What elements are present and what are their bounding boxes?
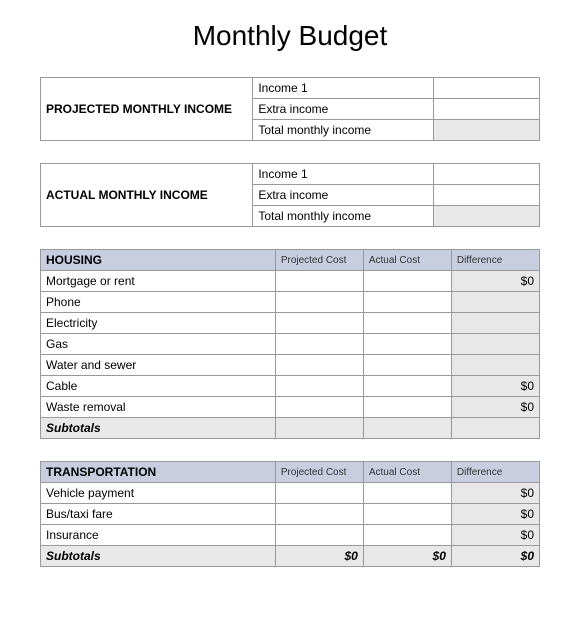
projected-cost[interactable] xyxy=(275,397,363,418)
col-header-projected: Projected Cost xyxy=(275,250,363,271)
item-label: Electricity xyxy=(41,313,276,334)
difference: $0 xyxy=(451,504,539,525)
projected-cost[interactable] xyxy=(275,483,363,504)
projected-cost[interactable] xyxy=(275,355,363,376)
subtotal-diff: $0 xyxy=(451,546,539,567)
table-row: Vehicle payment $0 xyxy=(41,483,540,504)
difference xyxy=(451,334,539,355)
transportation-table: TRANSPORTATION Projected Cost Actual Cos… xyxy=(40,461,540,567)
table-row: Phone xyxy=(41,292,540,313)
subtotal-proj xyxy=(275,418,363,439)
page-title: Monthly Budget xyxy=(40,20,540,52)
table-row: Gas xyxy=(41,334,540,355)
difference: $0 xyxy=(451,483,539,504)
income-row-label: Total monthly income xyxy=(253,120,433,141)
actual-cost[interactable] xyxy=(363,355,451,376)
actual-income-label: ACTUAL MONTHLY INCOME xyxy=(41,164,253,227)
actual-cost[interactable] xyxy=(363,334,451,355)
difference: $0 xyxy=(451,397,539,418)
difference: $0 xyxy=(451,525,539,546)
housing-table: HOUSING Projected Cost Actual Cost Diffe… xyxy=(40,249,540,439)
projected-cost[interactable] xyxy=(275,271,363,292)
actual-income-table: ACTUAL MONTHLY INCOME Income 1 Extra inc… xyxy=(40,163,540,227)
col-header-actual: Actual Cost xyxy=(363,250,451,271)
projected-cost[interactable] xyxy=(275,334,363,355)
difference xyxy=(451,313,539,334)
col-header-difference: Difference xyxy=(451,250,539,271)
projected-income-table: PROJECTED MONTHLY INCOME Income 1 Extra … xyxy=(40,77,540,141)
income-row-value[interactable] xyxy=(433,99,539,120)
income-row-label: Income 1 xyxy=(253,164,433,185)
table-row: Electricity xyxy=(41,313,540,334)
projected-income-label: PROJECTED MONTHLY INCOME xyxy=(41,78,253,141)
projected-cost[interactable] xyxy=(275,525,363,546)
table-row: Water and sewer xyxy=(41,355,540,376)
item-label: Phone xyxy=(41,292,276,313)
subtotal-label: Subtotals xyxy=(41,418,276,439)
item-label: Cable xyxy=(41,376,276,397)
category-name: TRANSPORTATION xyxy=(41,462,276,483)
income-row-label: Extra income xyxy=(253,185,433,206)
item-label: Mortgage or rent xyxy=(41,271,276,292)
category-name: HOUSING xyxy=(41,250,276,271)
item-label: Vehicle payment xyxy=(41,483,276,504)
difference: $0 xyxy=(451,376,539,397)
income-row-label: Total monthly income xyxy=(253,206,433,227)
income-row-value[interactable] xyxy=(433,78,539,99)
actual-cost[interactable] xyxy=(363,292,451,313)
housing-rows: Mortgage or rent $0 PhoneElectricityGasWat… xyxy=(41,271,540,418)
income-row-label: Income 1 xyxy=(253,78,433,99)
table-row: Cable $0 xyxy=(41,376,540,397)
subtotal-act: $0 xyxy=(363,546,451,567)
actual-cost[interactable] xyxy=(363,504,451,525)
projected-cost[interactable] xyxy=(275,504,363,525)
difference xyxy=(451,292,539,313)
projected-cost[interactable] xyxy=(275,376,363,397)
col-header-projected: Projected Cost xyxy=(275,462,363,483)
income-total-value xyxy=(433,120,539,141)
difference: $0 xyxy=(451,271,539,292)
item-label: Insurance xyxy=(41,525,276,546)
col-header-actual: Actual Cost xyxy=(363,462,451,483)
col-header-difference: Difference xyxy=(451,462,539,483)
income-row-label: Extra income xyxy=(253,99,433,120)
table-row: Mortgage or rent $0 xyxy=(41,271,540,292)
item-label: Waste removal xyxy=(41,397,276,418)
table-row: Waste removal $0 xyxy=(41,397,540,418)
item-label: Bus/taxi fare xyxy=(41,504,276,525)
subtotal-act xyxy=(363,418,451,439)
actual-cost[interactable] xyxy=(363,313,451,334)
difference xyxy=(451,355,539,376)
income-row-value[interactable] xyxy=(433,185,539,206)
actual-cost[interactable] xyxy=(363,525,451,546)
actual-cost[interactable] xyxy=(363,397,451,418)
actual-cost[interactable] xyxy=(363,376,451,397)
transportation-rows: Vehicle payment$0Bus/taxi fare$0Insuranc… xyxy=(41,483,540,546)
table-row: Bus/taxi fare $0 xyxy=(41,504,540,525)
item-label: Water and sewer xyxy=(41,355,276,376)
subtotal-diff xyxy=(451,418,539,439)
subtotal-proj: $0 xyxy=(275,546,363,567)
projected-cost[interactable] xyxy=(275,292,363,313)
actual-cost[interactable] xyxy=(363,271,451,292)
projected-cost[interactable] xyxy=(275,313,363,334)
subtotal-label: Subtotals xyxy=(41,546,276,567)
item-label: Gas xyxy=(41,334,276,355)
table-row: Insurance $0 xyxy=(41,525,540,546)
income-row-value[interactable] xyxy=(433,164,539,185)
actual-cost[interactable] xyxy=(363,483,451,504)
income-total-value xyxy=(433,206,539,227)
